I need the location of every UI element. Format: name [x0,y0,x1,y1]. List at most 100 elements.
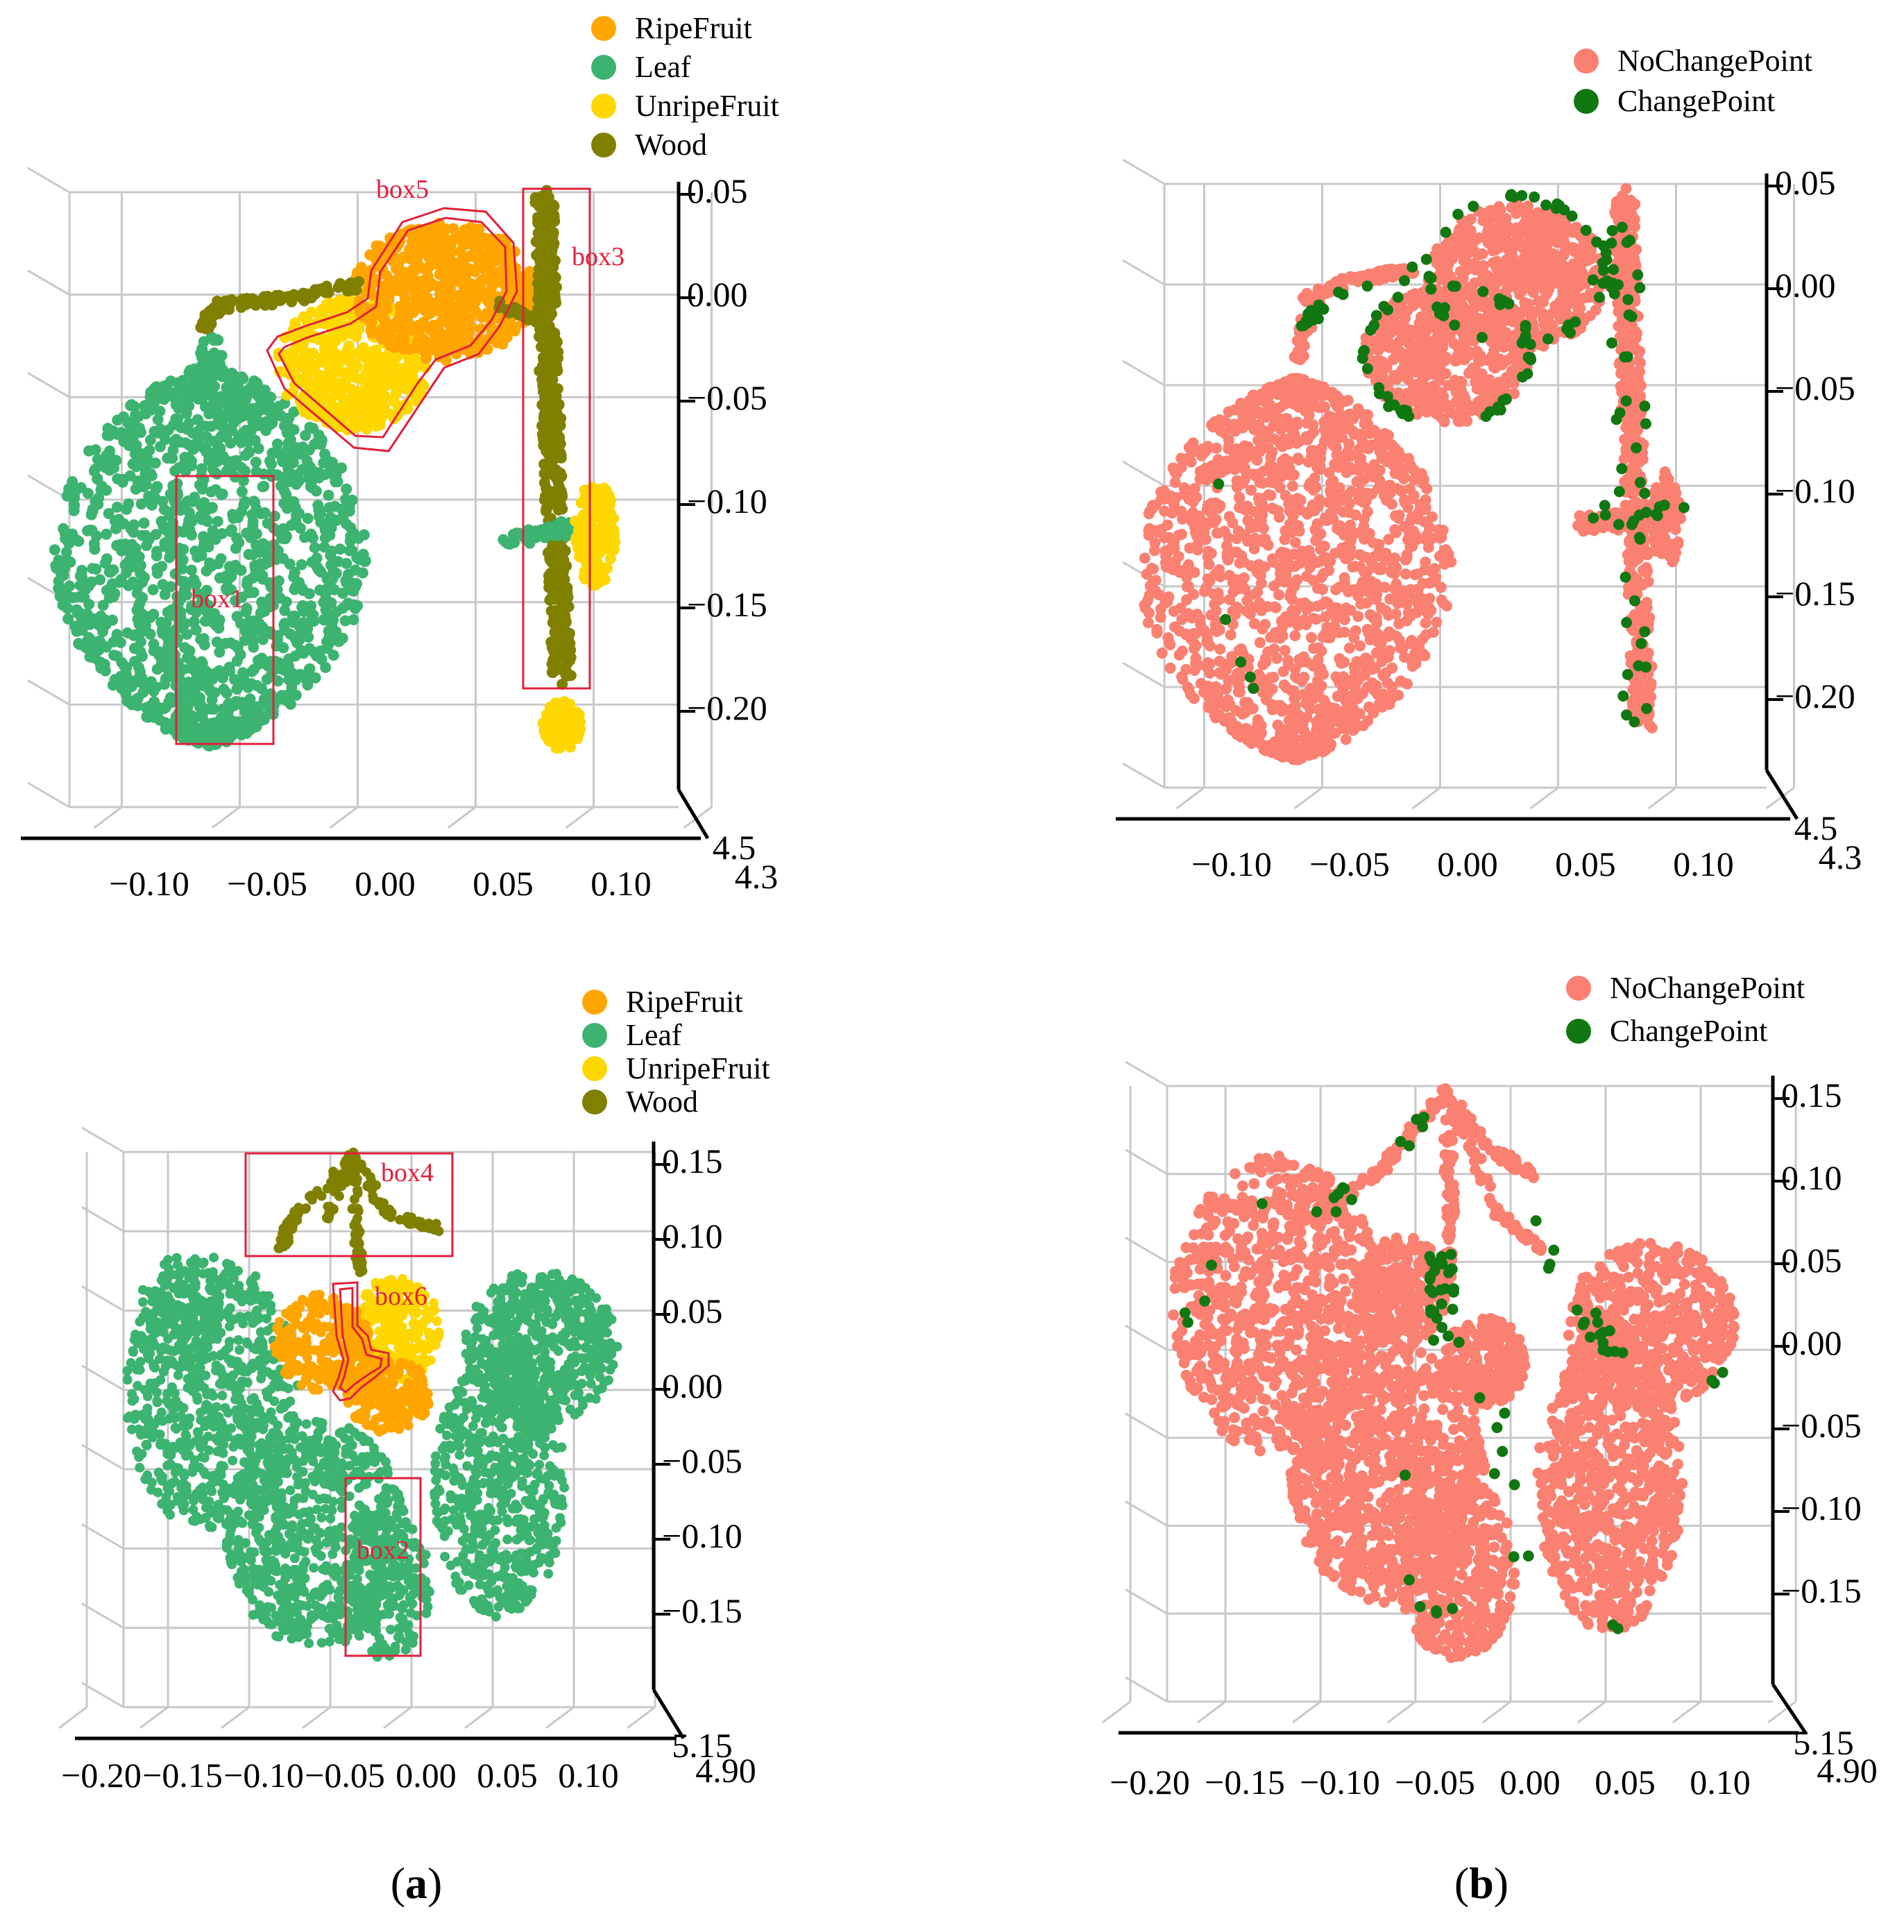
leaf-point [198,531,210,543]
panel-top-right: 0.050.00−0.05−0.10−0.15−0.20−0.10 −0.05 0.… [1116,44,1862,883]
leaf-point [328,650,339,661]
leaf-point [201,515,213,527]
nochange-point [1178,482,1190,493]
leaf-point [236,486,248,498]
nochange-point [1183,441,1195,453]
nochange-point [1294,504,1306,516]
leaf-point [139,572,151,584]
leaf-point [291,478,302,490]
leaf-point [128,561,139,573]
leaf-point [150,529,162,541]
unripe-point [352,361,363,373]
leaf-point [202,719,214,731]
nochange-point [1279,534,1291,545]
unripe-point [399,366,411,378]
leaf-point [352,532,364,544]
leaf-point [280,474,292,486]
wood-point [554,487,566,499]
leaf-point [205,356,216,368]
legend-marker [591,94,616,119]
nochange-point [1411,530,1422,542]
leaf-point [257,634,269,645]
leaf-point [104,445,115,457]
leaf-point [103,508,114,519]
leaf-point [152,414,164,425]
leaf-point [164,552,176,564]
leaf-point [86,525,98,536]
leaf-point [209,687,221,699]
leaf-point [129,656,141,668]
gridline-foot [1175,786,1205,810]
nochange-point [1343,586,1354,598]
nochange-point [1259,652,1271,664]
wood-point [538,207,550,219]
leaf-point [181,423,193,435]
nochange-point [1148,545,1160,557]
nochange-point [1278,679,1290,690]
leaf-point [203,450,215,462]
wood-point [551,622,563,634]
leaf-point [229,718,241,730]
leaf-point [211,636,223,648]
leaf-point [49,544,60,556]
leaf-point [301,455,313,467]
leaf-point [119,539,131,550]
nochange-point [1347,561,1359,573]
leaf-point [188,364,200,375]
unripe-point [593,485,604,497]
leaf-point [221,423,232,434]
leaf-point [227,509,239,520]
ripe-point [435,222,447,233]
ripe-point [427,303,439,315]
unripe-point [299,373,311,384]
leaf-point [241,527,253,539]
leaf-point [194,679,205,690]
unripe-point [376,411,388,423]
nochange-point [1248,389,1259,401]
ripe-point [398,284,409,296]
wood-point [556,635,568,647]
ripe-point [423,338,434,350]
wood-point [542,343,554,355]
y-tick-label: −0.15 [687,585,767,624]
nochange-point [1379,440,1391,452]
leaf-point [74,579,86,591]
wood-point [538,322,550,334]
leaf-point [323,489,334,501]
leaf-point [56,586,68,598]
nochange-point [1316,599,1328,610]
leaf-point [326,619,338,631]
ripe-point [483,296,495,308]
leaf-point [244,447,255,458]
wood-point [216,302,228,314]
ripe-point [394,271,406,282]
gridline-foot [565,806,595,829]
leaf-point [227,407,239,419]
leaf-point [141,711,153,722]
unripe-point [541,731,552,743]
ripe-point [454,230,465,242]
wood-point [546,244,558,256]
leaf-point [343,545,355,557]
nochange-point [1271,652,1283,664]
nochange-point [1265,672,1277,684]
ripe-point [468,266,480,278]
nochange-point [1184,542,1196,554]
leaf-point [244,724,255,736]
nochange-point [1235,643,1247,654]
leaf-point [130,439,142,451]
leaf-point [318,597,330,608]
leaf-point [164,664,176,675]
leaf-point [325,511,337,523]
leaf-point [151,545,162,557]
ripe-point [366,328,378,339]
leaf-point [151,646,163,658]
nochange-point [1286,713,1298,725]
leaf-point [165,375,176,387]
leaf-point [122,431,134,443]
leaf-point [319,587,330,599]
leaf-point [82,488,94,499]
leaf-point [128,527,139,538]
leaf-point [239,634,250,646]
